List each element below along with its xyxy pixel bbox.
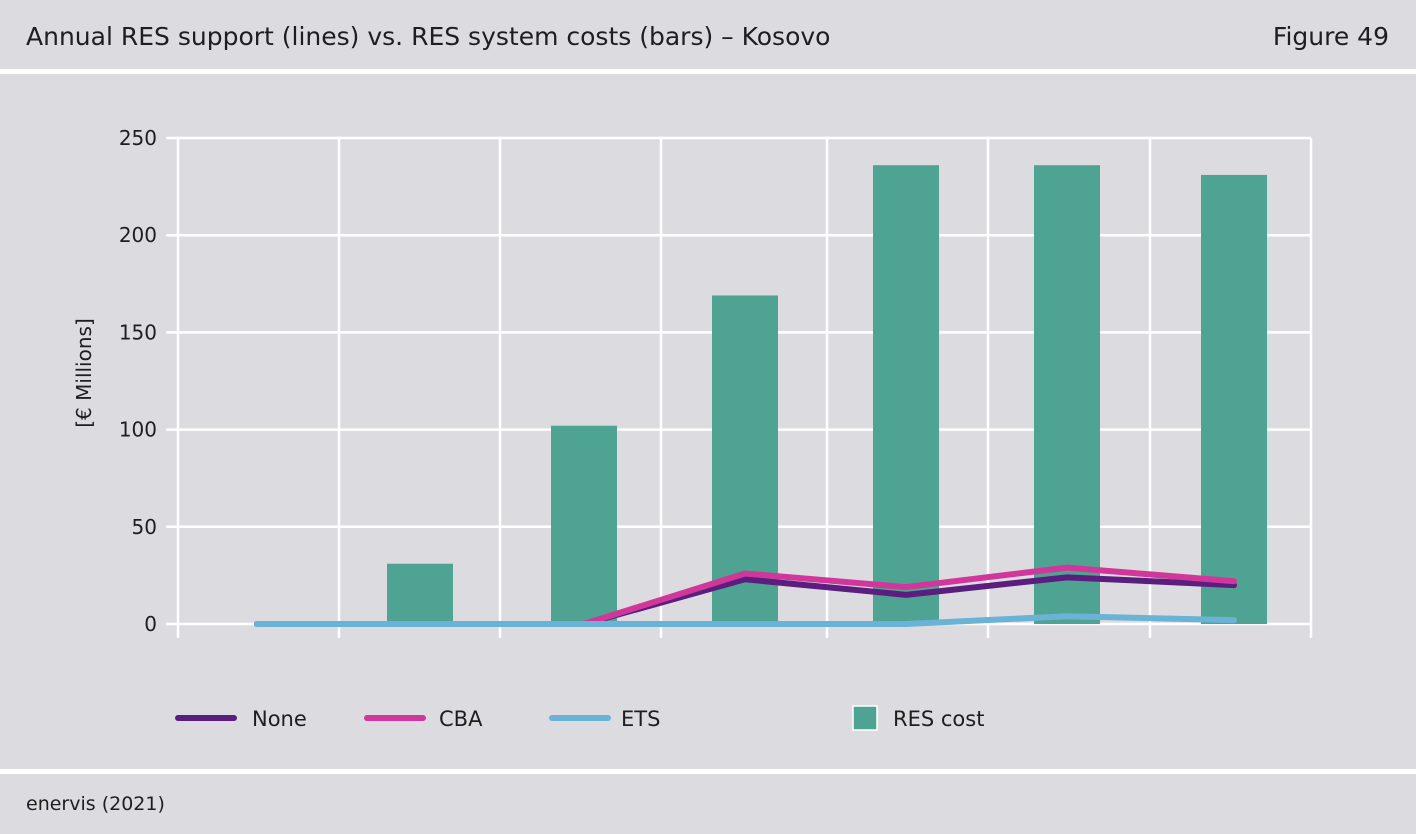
footer-divider — [0, 769, 1416, 774]
y-tick-label: 0 — [144, 612, 157, 636]
page-title: Annual RES support (lines) vs. RES syste… — [26, 22, 831, 51]
legend-label-cba: CBA — [439, 707, 483, 731]
legend-label-ets: ETS — [621, 707, 660, 731]
legend-label-none: None — [252, 707, 307, 731]
bar-res-cost — [1201, 174, 1267, 624]
y-tick-label: 250 — [119, 126, 157, 150]
y-tick-label: 150 — [119, 320, 157, 344]
y-tick-label: 50 — [132, 515, 157, 539]
y-tick-label: 100 — [119, 418, 157, 442]
bar-res-cost — [387, 563, 453, 624]
figure-label: Figure 49 — [1272, 22, 1389, 51]
header-bar: Annual RES support (lines) vs. RES syste… — [0, 0, 1416, 74]
bar-res-cost — [551, 425, 617, 624]
legend-label-res-cost: RES cost — [893, 707, 984, 731]
bar-res-cost — [873, 165, 939, 624]
y-tick-label: 200 — [119, 223, 157, 247]
legend-swatch-res-cost — [852, 705, 878, 731]
source-note: enervis (2021) — [26, 793, 165, 815]
bar-res-cost — [712, 295, 778, 624]
bar-res-cost — [1034, 165, 1100, 624]
y-axis-label: [€ Millions] — [72, 318, 96, 428]
